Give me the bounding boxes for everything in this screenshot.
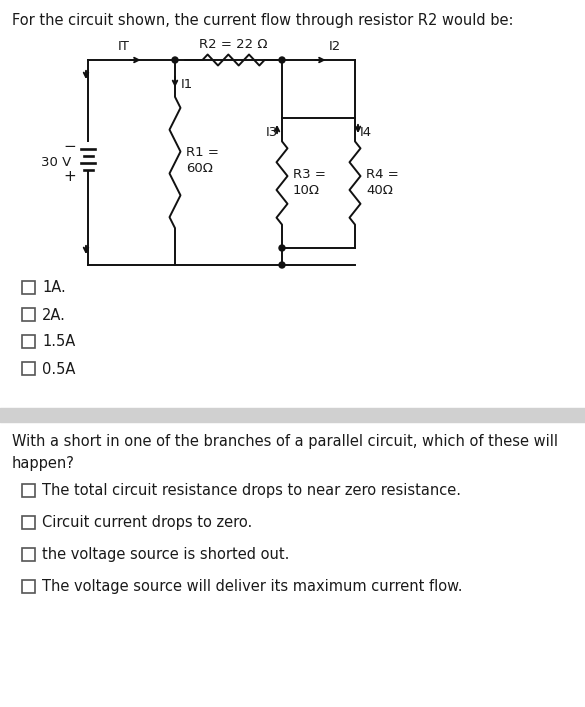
Circle shape (279, 57, 285, 63)
Text: 1.5A: 1.5A (42, 334, 75, 349)
Text: With a short in one of the branches of a parallel circuit, which of these will
h: With a short in one of the branches of a… (12, 434, 558, 471)
Text: For the circuit shown, the current flow through resistor R2 would be:: For the circuit shown, the current flow … (12, 13, 514, 28)
Text: IT: IT (118, 40, 129, 53)
Circle shape (279, 245, 285, 251)
Text: I2: I2 (328, 40, 340, 53)
Bar (22, 547, 35, 561)
Text: R4 =
40Ω: R4 = 40Ω (366, 168, 399, 197)
Text: I4: I4 (360, 126, 372, 139)
Bar (22, 515, 35, 529)
Text: −: − (64, 139, 77, 154)
Bar (22, 334, 35, 348)
Text: +: + (64, 169, 77, 184)
Text: R1 =
60Ω: R1 = 60Ω (186, 146, 219, 175)
Circle shape (279, 262, 285, 268)
Text: 30 V: 30 V (41, 156, 71, 169)
Text: 0.5A: 0.5A (42, 361, 75, 377)
Text: Circuit current drops to zero.: Circuit current drops to zero. (42, 515, 252, 530)
Bar (22, 484, 35, 496)
Text: R2 = 22 Ω: R2 = 22 Ω (199, 38, 268, 51)
Bar (22, 308, 35, 320)
Circle shape (172, 57, 178, 63)
Text: I1: I1 (181, 78, 193, 90)
Text: the voltage source is shorted out.: the voltage source is shorted out. (42, 547, 290, 563)
Text: I3: I3 (266, 126, 278, 139)
Bar (22, 580, 35, 592)
Bar (22, 281, 35, 293)
Text: 2A.: 2A. (42, 308, 66, 322)
Text: 1A.: 1A. (42, 281, 66, 296)
Bar (22, 361, 35, 375)
Text: R3 =
10Ω: R3 = 10Ω (293, 168, 326, 197)
Text: The voltage source will deliver its maximum current flow.: The voltage source will deliver its maxi… (42, 580, 463, 595)
Text: The total circuit resistance drops to near zero resistance.: The total circuit resistance drops to ne… (42, 484, 461, 498)
